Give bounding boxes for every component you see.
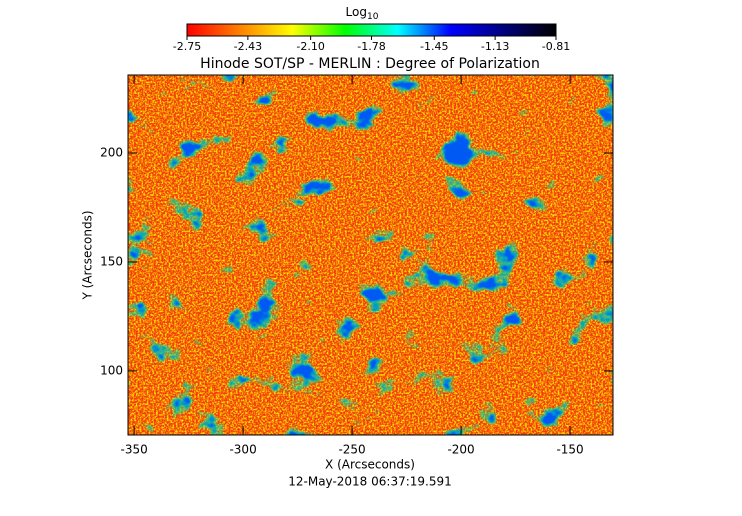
colorbar-title-text: Log [346,5,367,19]
y-axis-label: Y (Arcseconds) [81,210,95,300]
colorbar-tick-label: -2.75 [173,40,201,53]
x-axis-label: X (Arcseconds) [325,458,415,472]
y-tick-label: 100 [100,363,123,377]
x-tick-label: -300 [229,443,256,457]
y-tick-label: 200 [100,146,123,160]
colorbar-title-subscript: 10 [367,12,379,22]
x-tick-label: -150 [556,443,583,457]
chart-title: Hinode SOT/SP - MERLIN : Degree of Polar… [200,56,540,72]
x-tick-label: -250 [338,443,365,457]
colorbar-tick-label: -1.13 [481,40,509,53]
colorbar-tick-label: -2.10 [296,40,324,53]
plot-frame [127,74,614,436]
y-tick-label: 150 [100,254,123,268]
colorbar-tick-label: -2.43 [234,40,262,53]
colorbar-title: Log10 [346,5,379,22]
x-tick-label: -350 [120,443,147,457]
colorbar-tick-label: -1.78 [357,40,385,53]
footer: 12-May-2018 06:37:19.591 [288,475,452,489]
colorbar-tick-label: -0.81 [542,40,570,53]
polarization-map [128,75,613,435]
colorbar-tick-label: -1.45 [420,40,448,53]
colorbar [186,23,557,37]
x-tick-label: -200 [447,443,474,457]
